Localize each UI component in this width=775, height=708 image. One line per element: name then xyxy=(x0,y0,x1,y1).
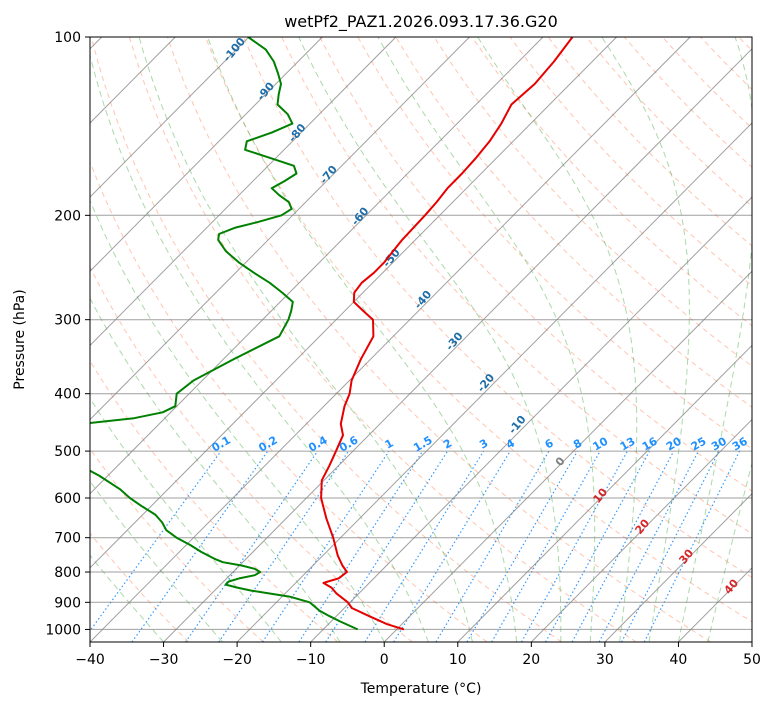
x-tick-label: 20 xyxy=(522,652,540,668)
y-axis: 1000 900 800 700 600 500 400 300 200 100 xyxy=(45,30,90,638)
isotherm-line xyxy=(90,37,250,198)
dry-adiabat-line xyxy=(90,532,190,642)
y-tick-label: 300 xyxy=(54,313,81,329)
mixing-ratio-line xyxy=(435,450,550,642)
mixing-ratio-line xyxy=(364,450,485,642)
isotherm-line xyxy=(310,196,752,642)
isotherm-line xyxy=(90,37,544,495)
x-axis: −40 −30 −20 −10 0 10 20 30 40 50 xyxy=(75,642,761,668)
mixing-ratio-line xyxy=(393,450,511,642)
mixing-ratio-line xyxy=(325,450,449,642)
moist-adiabat-line xyxy=(90,53,429,642)
dry-adiabat-line xyxy=(167,37,712,642)
mixing-ratio-line xyxy=(571,450,675,642)
x-tick-label: −30 xyxy=(149,652,179,668)
moist-adiabat-line xyxy=(207,37,518,642)
moist-adiabat-line xyxy=(707,461,752,642)
isotherm-line xyxy=(457,344,752,642)
isotherm-line xyxy=(163,48,752,642)
plot-frame xyxy=(89,36,753,643)
dry-adiabat-line xyxy=(471,37,752,327)
pressure-gridlines xyxy=(90,37,752,630)
mixing-ratio-line xyxy=(466,450,579,642)
isotherm-line xyxy=(383,270,752,642)
moist-adiabat-line xyxy=(477,37,638,642)
dry-adiabat-line xyxy=(395,37,752,408)
x-tick-label: 40 xyxy=(669,652,687,668)
y-tick-label: 100 xyxy=(54,30,81,46)
dry-adiabat-line xyxy=(205,37,752,623)
x-tick-label: −10 xyxy=(296,652,326,668)
x-tick-label: −40 xyxy=(75,652,105,668)
dry-adiabat-line xyxy=(90,359,339,642)
moist-adiabat-line xyxy=(298,37,562,642)
isotherm-line xyxy=(90,37,470,421)
mixing-ratio-line xyxy=(185,450,319,642)
mixing-ratio-line xyxy=(491,450,601,642)
y-tick-label: 1000 xyxy=(45,622,81,638)
isotherm-line xyxy=(530,418,752,642)
dry-adiabat-line xyxy=(509,37,752,287)
dry-adiabat-line xyxy=(90,37,562,642)
y-axis-label: Pressure (hPa) xyxy=(12,289,28,389)
moist-adiabat-line xyxy=(90,297,341,642)
y-tick-label: 600 xyxy=(54,491,81,507)
isotherm-line xyxy=(90,37,323,272)
mixing-ratio-line xyxy=(131,450,269,642)
mixing-ratio-line xyxy=(520,450,628,642)
x-tick-label: 0 xyxy=(380,652,389,668)
y-tick-label: 200 xyxy=(54,208,81,224)
dry-adiabat-line xyxy=(90,160,488,642)
isotherms xyxy=(90,37,752,642)
x-tick-label: 50 xyxy=(743,652,761,668)
temperature-profile-line xyxy=(320,37,574,631)
isotherm-line xyxy=(90,37,691,642)
y-tick-label: 700 xyxy=(54,531,81,547)
dewpoint-profile-line xyxy=(90,37,359,631)
x-axis-label: Temperature (°C) xyxy=(360,681,482,697)
x-tick-label: 10 xyxy=(449,652,467,668)
moist-adiabat-line xyxy=(601,37,690,642)
isotherm-line xyxy=(604,492,752,642)
mixing-ratio-line xyxy=(90,450,222,632)
dry-adiabat-line xyxy=(357,37,752,450)
y-tick-label: 400 xyxy=(54,387,81,403)
moist-adiabats xyxy=(90,37,752,642)
isotherm-line xyxy=(90,37,617,569)
x-tick-label: 30 xyxy=(596,652,614,668)
y-tick-label: 800 xyxy=(54,565,81,581)
x-tick-label: −20 xyxy=(222,652,252,668)
moist-adiabat-line xyxy=(90,199,385,642)
dry-adiabat-line xyxy=(128,37,637,642)
moist-adiabat-line xyxy=(377,37,596,642)
y-tick-label: 500 xyxy=(54,444,81,460)
isotherm-line xyxy=(236,122,752,642)
y-tick-label: 900 xyxy=(54,595,81,611)
plot-area: -100-90-80-70-60-50-40-30-20-100.1 0.2 0.4… xyxy=(90,37,752,642)
isotherm-line xyxy=(90,37,397,347)
moist-adiabat-line xyxy=(677,37,752,642)
mixing-ratio-line xyxy=(218,450,349,642)
moist-adiabat-line xyxy=(90,554,164,642)
moist-adiabat-line xyxy=(90,480,223,642)
moist-adiabat-line xyxy=(90,397,282,642)
series-lines xyxy=(90,37,574,631)
chart-title: wetPf2_PAZ1.2026.093.17.36.G20 xyxy=(284,12,558,32)
